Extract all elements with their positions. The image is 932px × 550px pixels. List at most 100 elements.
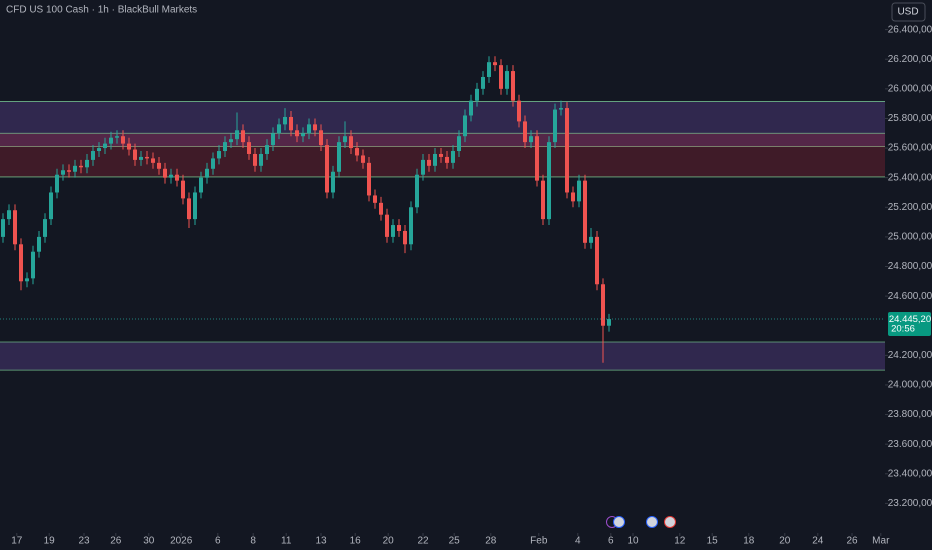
currency[interactable]: USD <box>897 7 918 18</box>
candle-body <box>43 219 47 237</box>
event-icon[interactable] <box>664 516 676 528</box>
candle-body <box>325 145 329 193</box>
x-tick-label: Feb <box>530 536 548 547</box>
candle-body <box>547 142 551 220</box>
candle-body <box>151 158 155 163</box>
candle-body <box>445 156 449 163</box>
candle-body <box>289 116 293 131</box>
x-tick-label: 6 <box>608 536 614 547</box>
y-tick-label: 24.000,00 <box>888 380 932 391</box>
candle-body <box>103 143 107 149</box>
x-tick-label: 20 <box>383 536 395 547</box>
candle-body <box>361 155 365 163</box>
price-axis <box>885 0 932 550</box>
x-tick-label: 23 <box>78 536 90 547</box>
candle-body <box>217 151 221 159</box>
y-tick-label: 23.600,00 <box>888 439 932 450</box>
candle-body <box>439 153 443 157</box>
candle-body <box>1 219 5 237</box>
candle-body <box>565 108 569 193</box>
candle-body <box>277 124 281 134</box>
candle-body <box>427 159 431 166</box>
candle-body <box>313 124 317 131</box>
candle-body <box>421 159 425 175</box>
x-tick-label: 10 <box>627 536 639 547</box>
candle-body <box>7 210 11 220</box>
x-tick-label: 26 <box>846 536 858 547</box>
candle-body <box>391 225 395 237</box>
candle-body <box>187 198 191 220</box>
y-tick-label: 24.600,00 <box>888 291 932 302</box>
candle-body <box>601 284 605 326</box>
x-tick-label: 2026 <box>170 536 193 547</box>
x-tick-label: Mar <box>872 536 890 547</box>
candle-body <box>589 236 593 243</box>
candle-body <box>145 156 149 159</box>
candle-body <box>553 109 557 143</box>
candle-body <box>205 168 209 178</box>
currency-button[interactable] <box>891 2 926 22</box>
candle-body <box>259 153 263 166</box>
y-tick-label: 26.200,00 <box>888 54 932 65</box>
zone <box>0 101 885 147</box>
candle-body <box>403 230 407 245</box>
candle-body <box>409 207 413 245</box>
last-price-box <box>888 312 931 337</box>
candle-body <box>511 71 515 101</box>
x-tick-label: 30 <box>143 536 155 547</box>
candle-body <box>295 130 299 137</box>
y-tick-label: 25.800,00 <box>888 113 932 124</box>
candle-body <box>319 130 323 146</box>
candle-body <box>271 133 275 146</box>
candle-body <box>583 180 587 243</box>
y-tick-label: 23.400,00 <box>888 468 932 479</box>
candle-body <box>31 251 35 279</box>
candle-body <box>97 148 101 152</box>
y-tick-label: 23.200,00 <box>888 498 932 509</box>
candle-body <box>571 192 575 202</box>
x-tick-label: 16 <box>350 536 362 547</box>
candle-body <box>355 148 359 156</box>
candle-body <box>505 71 509 89</box>
y-tick-label: 25.000,00 <box>888 232 932 243</box>
candle-body <box>475 88 479 101</box>
candle-body <box>127 143 131 150</box>
candle-body <box>379 202 383 215</box>
y-tick-label: 25.600,00 <box>888 143 932 154</box>
candle-body <box>265 145 269 154</box>
candle-body <box>169 174 173 178</box>
countdown: 20:56 <box>891 324 915 335</box>
candle-body <box>85 159 89 168</box>
event-icon[interactable] <box>646 516 658 528</box>
candle-body <box>235 130 239 140</box>
event-icons <box>606 516 676 528</box>
event-icon[interactable] <box>613 516 625 528</box>
candle-body <box>223 142 227 152</box>
candle-body <box>211 158 215 169</box>
candle-body <box>595 236 599 285</box>
candle-body <box>55 174 59 193</box>
y-tick-label: 26.400,00 <box>888 24 932 35</box>
candle-body <box>37 236 41 252</box>
candle-body <box>19 244 23 282</box>
candle-body <box>121 136 125 144</box>
candle-body <box>529 136 533 143</box>
x-tick-label: 13 <box>315 536 327 547</box>
candle-body <box>301 133 305 137</box>
candle-body <box>397 225 401 231</box>
x-tick-label: 28 <box>485 536 497 547</box>
candle-body <box>181 180 185 199</box>
candle-body <box>115 136 119 138</box>
candle-body <box>541 180 545 220</box>
candle-body <box>385 214 389 237</box>
candle-body <box>457 136 461 152</box>
candle-body <box>61 170 65 175</box>
candle-body <box>481 76 485 89</box>
x-tick-label: 15 <box>707 536 719 547</box>
candle-body <box>241 130 245 143</box>
x-tick-label: 26 <box>110 536 122 547</box>
